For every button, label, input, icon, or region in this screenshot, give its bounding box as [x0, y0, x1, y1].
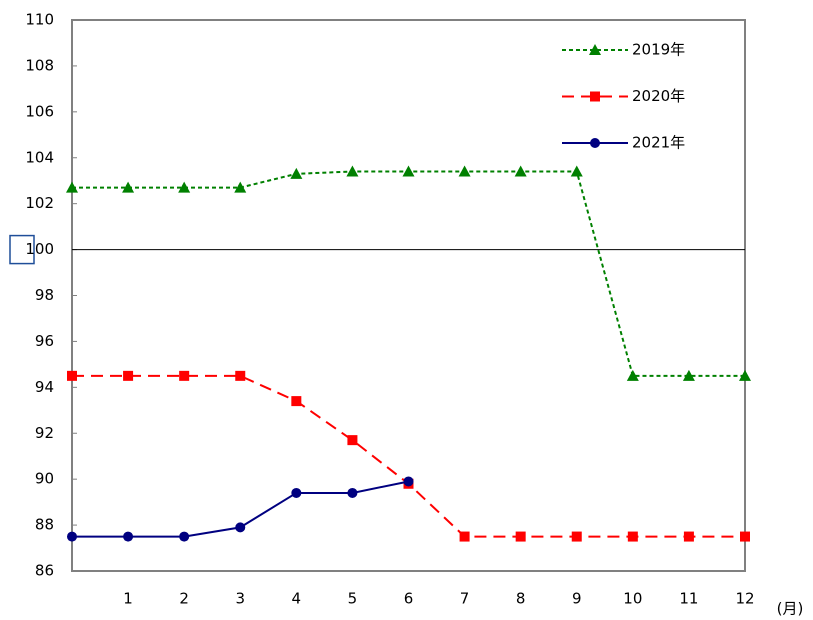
marker — [626, 369, 639, 381]
marker — [179, 370, 190, 381]
marker — [403, 476, 414, 487]
marker — [123, 531, 134, 542]
x-unit-label: (月) — [777, 600, 804, 618]
marker — [179, 531, 190, 542]
reference-label-box — [9, 234, 35, 265]
marker — [590, 138, 600, 148]
y-tick-label: 94 — [35, 378, 54, 396]
marker — [346, 165, 359, 177]
marker — [590, 91, 600, 102]
y-tick-label: 92 — [35, 424, 54, 442]
marker — [683, 531, 694, 542]
legend-label: 2021年 — [632, 134, 685, 152]
y-tick-label: 96 — [35, 332, 54, 350]
x-tick-label: 9 — [572, 590, 582, 608]
x-tick-label: 6 — [404, 590, 414, 608]
marker — [627, 531, 638, 542]
marker — [235, 522, 246, 533]
marker — [740, 531, 750, 542]
marker — [458, 165, 471, 177]
marker — [514, 165, 527, 177]
series-line — [72, 170, 745, 377]
marker — [67, 370, 77, 381]
y-tick-label: 104 — [25, 148, 54, 166]
y-tick-label: 88 — [35, 516, 54, 534]
x-tick-label: 7 — [460, 590, 470, 608]
x-tick-label: 1 — [123, 590, 133, 608]
marker — [459, 531, 470, 542]
marker — [347, 487, 358, 498]
marker — [682, 369, 695, 381]
marker — [515, 531, 526, 542]
x-tick-label: 11 — [679, 590, 698, 608]
y-tick-label: 86 — [35, 562, 54, 580]
marker — [290, 167, 303, 179]
x-tick-label: 10 — [623, 590, 642, 608]
marker — [347, 435, 358, 446]
marker — [402, 165, 415, 177]
x-tick-label: 4 — [292, 590, 302, 608]
marker — [122, 181, 135, 193]
x-tick-label: 12 — [735, 590, 754, 608]
marker — [66, 181, 78, 193]
x-tick-label: 5 — [348, 590, 358, 608]
marker — [291, 396, 302, 407]
y-tick-label: 108 — [25, 56, 54, 74]
y-tick-label: 106 — [25, 102, 54, 120]
marker — [67, 531, 77, 542]
marker — [570, 165, 583, 177]
marker — [235, 370, 246, 381]
y-tick-label: 90 — [35, 470, 54, 488]
marker — [123, 370, 134, 381]
x-tick-label: 2 — [179, 590, 189, 608]
marker — [291, 487, 302, 498]
marker — [178, 181, 191, 193]
marker — [234, 181, 247, 193]
y-tick-label: 102 — [25, 194, 54, 212]
y-tick-label: 110 — [25, 11, 54, 29]
y-tick-label: 98 — [35, 286, 54, 304]
marker — [589, 44, 601, 55]
series-line — [72, 374, 745, 538]
y-tick-label: 100 — [25, 240, 54, 258]
x-tick-label: 3 — [235, 590, 245, 608]
legend-label: 2019年 — [632, 41, 685, 59]
x-tick-label: 8 — [516, 590, 526, 608]
marker — [571, 531, 582, 542]
legend-label: 2020年 — [632, 87, 685, 105]
marker — [739, 369, 751, 381]
